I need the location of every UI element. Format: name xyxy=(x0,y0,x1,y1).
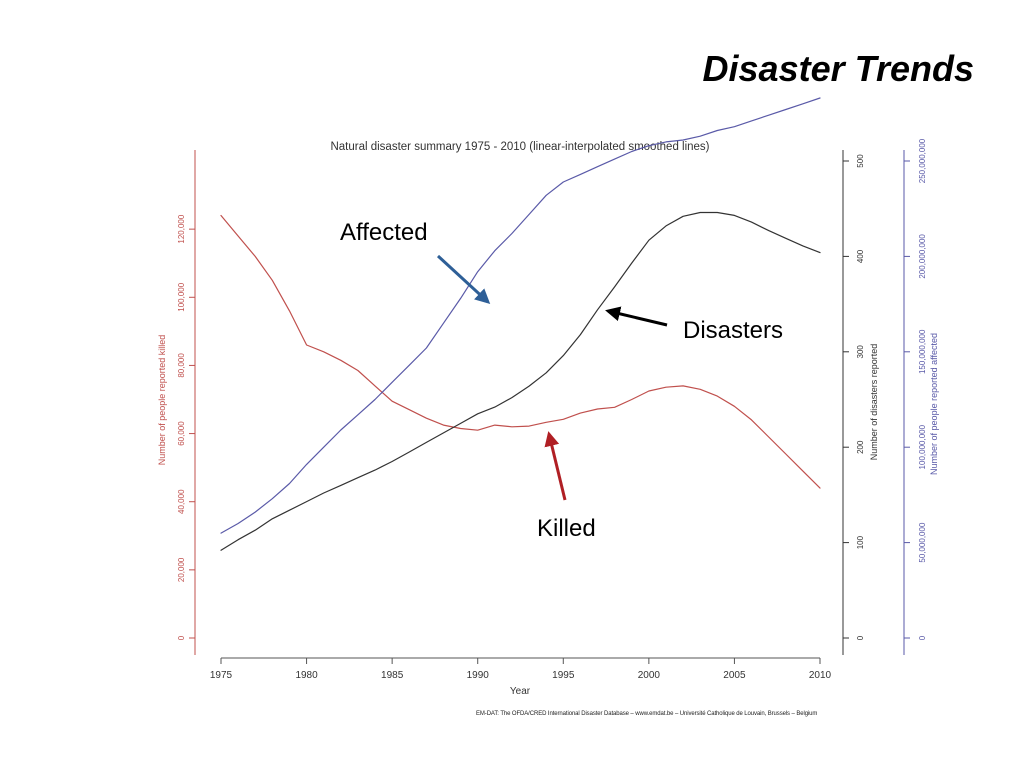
y-axis-disasters-label: Number of disasters reported xyxy=(869,344,879,461)
y-axis-killed-label: Number of people reported killed xyxy=(157,335,167,466)
arrow-killed xyxy=(544,431,567,501)
x-tick-label-1980: 1980 xyxy=(295,670,318,681)
y-tick-label-killed-5: 100,000 xyxy=(177,282,186,311)
x-tick-label-2005: 2005 xyxy=(723,670,746,681)
y-tick-label-affected-5: 250,000,000 xyxy=(918,138,927,183)
y-tick-label-killed-2: 40,000 xyxy=(177,489,186,514)
y-tick-label-killed-0: 0 xyxy=(177,635,186,640)
source-note: EM-DAT: The OFDA/CRED International Disa… xyxy=(476,711,818,717)
annotation-disasters: Disasters xyxy=(683,317,783,344)
arrow-affected xyxy=(436,254,491,305)
annotation-affected: Affected xyxy=(340,219,428,246)
series-line-affected xyxy=(220,97,821,534)
y-tick-label-disasters-3: 300 xyxy=(856,345,865,359)
y-tick-label-disasters-0: 0 xyxy=(856,635,865,640)
y-axis-affected-label: Number of people reported affected xyxy=(929,333,939,475)
chart-title: Natural disaster summary 1975 - 2010 (li… xyxy=(330,141,709,153)
slide-title: Disaster Trends xyxy=(702,48,974,89)
x-tick-label-1990: 1990 xyxy=(467,670,490,681)
y-tick-label-killed-1: 20,000 xyxy=(177,557,186,582)
series-lines xyxy=(220,97,821,551)
y-tick-label-affected-2: 100,000,000 xyxy=(918,424,927,469)
y-tick-label-killed-6: 120,000 xyxy=(177,214,186,243)
x-tick-label-1975: 1975 xyxy=(210,670,233,681)
annotation-killed: Killed xyxy=(537,515,596,542)
y-tick-label-affected-1: 50,000,000 xyxy=(918,522,927,563)
y-tick-label-affected-0: 0 xyxy=(918,635,927,640)
x-axis-ticks: 1975 1980 1985 1990 1995 2000 2005 2010 xyxy=(210,658,832,681)
series-line-disasters xyxy=(220,211,821,551)
x-tick-label-1985: 1985 xyxy=(381,670,404,681)
y-axis-affected-ticks: 0 50,000,000 100,000,000 150,000,000 200,000… xyxy=(904,138,927,640)
y-tick-label-disasters-5: 500 xyxy=(856,154,865,168)
y-tick-label-killed-3: 60,000 xyxy=(177,421,186,446)
y-tick-label-killed-4: 80,000 xyxy=(177,353,186,378)
x-tick-label-1995: 1995 xyxy=(552,670,575,681)
y-tick-label-disasters-4: 400 xyxy=(856,249,865,263)
x-tick-label-2000: 2000 xyxy=(638,670,661,681)
y-axis-disasters-ticks: 0 100 200 300 400 500 xyxy=(843,154,865,640)
y-tick-label-affected-3: 150,000,000 xyxy=(918,329,927,374)
y-axis-killed-ticks: 0 20,000 40,000 60,000 80,000 100,000 120,000 xyxy=(177,214,195,640)
x-axis-label: Year xyxy=(510,686,531,697)
x-tick-label-2010: 2010 xyxy=(809,670,832,681)
arrow-disasters xyxy=(605,306,668,327)
y-tick-label-disasters-1: 100 xyxy=(856,535,865,549)
y-tick-label-disasters-2: 200 xyxy=(856,440,865,454)
series-line-killed xyxy=(220,214,821,489)
y-tick-label-affected-4: 200,000,000 xyxy=(918,234,927,279)
